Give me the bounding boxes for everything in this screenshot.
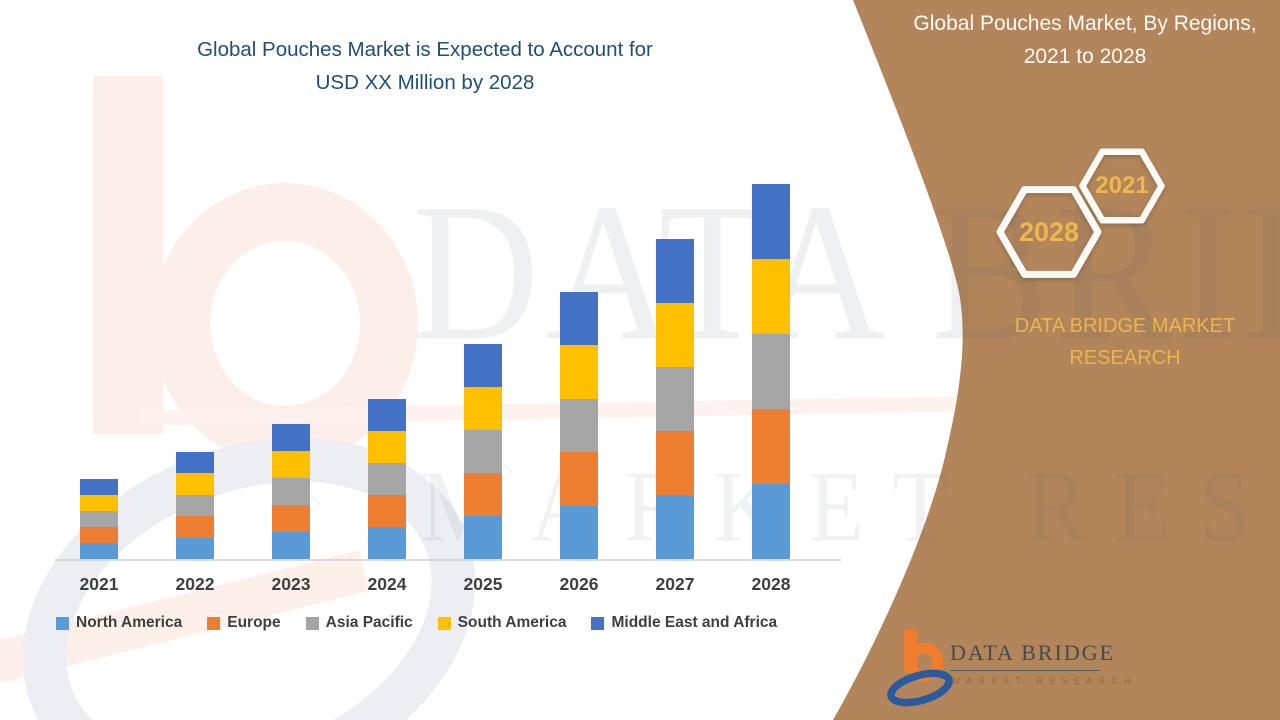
- bar-segment-south-america-2026: [560, 345, 598, 399]
- side-panel-brand-text: DATA BRIDGE MARKET RESEARCH: [1014, 315, 1236, 369]
- bar-segment-north-america-2028: [752, 484, 790, 559]
- x-axis-label-2022: 2022: [175, 574, 215, 594]
- bar-segment-middle-east-and-africa-2022: [176, 451, 214, 473]
- bar-segment-middle-east-and-africa-2025: [464, 344, 502, 387]
- bar-segment-middle-east-and-africa-2027: [656, 239, 694, 303]
- legend-item-europe: Europe: [207, 614, 281, 632]
- bar-segment-north-america-2024: [368, 527, 406, 559]
- badge-year-2028: 2028: [1018, 217, 1080, 247]
- bar-segment-asia-pacific-2027: [656, 367, 694, 431]
- footer-logo-subtitle: MARKET RESEARCH: [952, 676, 1137, 687]
- bar-segment-europe-2025: [464, 473, 502, 516]
- bar-segment-south-america-2023: [272, 451, 310, 478]
- legend-item-south-america: South America: [437, 614, 567, 632]
- bar-segment-europe-2023: [272, 505, 310, 532]
- bar-segment-south-america-2028: [752, 259, 790, 334]
- bar-2028: [752, 184, 790, 559]
- x-axis-label-2028: 2028: [751, 574, 791, 594]
- bar-segment-europe-2024: [368, 495, 406, 527]
- side-panel-title: Global Pouches Market, By Regions, 2021 …: [913, 12, 1257, 68]
- bar-2022: [176, 451, 214, 559]
- bar-2021: [80, 479, 118, 559]
- bar-segment-asia-pacific-2028: [752, 334, 790, 409]
- bar-segment-south-america-2021: [80, 495, 118, 511]
- bar-segment-asia-pacific-2025: [464, 430, 502, 473]
- bar-segment-north-america-2022: [176, 537, 214, 559]
- bar-segment-north-america-2023: [272, 532, 310, 559]
- bar-segment-europe-2027: [656, 431, 694, 495]
- bar-segment-middle-east-and-africa-2021: [80, 479, 118, 495]
- legend-marker-icon: [305, 616, 319, 630]
- legend-marker-icon: [207, 616, 221, 630]
- bar-segment-north-america-2025: [464, 516, 502, 559]
- bar-segment-middle-east-and-africa-2028: [752, 184, 790, 259]
- x-axis-label-2023: 2023: [271, 574, 311, 594]
- bar-segment-middle-east-and-africa-2023: [272, 424, 310, 451]
- legend-item-middle-east-and-africa: Middle East and Africa: [591, 614, 777, 632]
- bar-segment-asia-pacific-2024: [368, 463, 406, 495]
- bar-segment-north-america-2027: [656, 495, 694, 559]
- bar-segment-asia-pacific-2026: [560, 398, 598, 452]
- x-axis-label-2024: 2024: [367, 574, 407, 594]
- bar-segment-asia-pacific-2021: [80, 511, 118, 527]
- legend-item-asia-pacific: Asia Pacific: [305, 614, 413, 632]
- bar-segment-south-america-2027: [656, 303, 694, 367]
- legend-label: North America: [76, 614, 183, 631]
- legend-label: Europe: [227, 614, 281, 631]
- legend-item-north-america: North America: [56, 614, 182, 632]
- badge-year-2021: 2021: [1095, 172, 1149, 199]
- bar-segment-north-america-2021: [80, 543, 118, 559]
- bar-segment-europe-2028: [752, 409, 790, 484]
- chart-title: Global Pouches Market is Expected to Acc…: [197, 38, 653, 94]
- data-bridge-logo-icon: [887, 630, 953, 707]
- hexagon-badge-2021: [1079, 148, 1165, 224]
- legend-label: Asia Pacific: [325, 614, 413, 631]
- bar-2023: [272, 424, 310, 559]
- legend-marker-icon: [437, 616, 451, 630]
- bar-2027: [656, 239, 694, 559]
- legend-marker-icon: [56, 616, 69, 630]
- bar-segment-south-america-2024: [368, 431, 406, 463]
- chart-legend: North America Europe Asia Pacific South Ame…: [56, 614, 777, 632]
- bar-segment-asia-pacific-2022: [176, 494, 214, 516]
- legend-marker-icon: [591, 616, 605, 630]
- x-axis-label-2021: 2021: [79, 574, 119, 594]
- bar-segment-europe-2026: [560, 452, 598, 506]
- bar-segment-middle-east-and-africa-2026: [560, 291, 598, 345]
- x-axis-line: [55, 559, 841, 561]
- bar-segment-europe-2021: [80, 527, 118, 543]
- x-axis-label-2026: 2026: [559, 574, 599, 594]
- bar-segment-asia-pacific-2023: [272, 478, 310, 505]
- bar-2024: [368, 399, 406, 559]
- bar-segment-europe-2022: [176, 516, 214, 538]
- bar-segment-middle-east-and-africa-2024: [368, 399, 406, 431]
- bar-segment-south-america-2025: [464, 387, 502, 430]
- x-axis-label-2025: 2025: [463, 574, 503, 594]
- bar-segment-north-america-2026: [560, 505, 598, 559]
- x-axis-label-2027: 2027: [655, 574, 695, 594]
- bar-segment-south-america-2022: [176, 473, 214, 495]
- legend-label: South America: [457, 614, 567, 631]
- hexagon-badge-2028: [996, 186, 1102, 278]
- bar-2025: [464, 344, 502, 559]
- bar-2026: [560, 291, 598, 559]
- footer-logo-name: DATA BRIDGE: [950, 640, 1113, 671]
- legend-label: Middle East and Africa: [611, 614, 778, 631]
